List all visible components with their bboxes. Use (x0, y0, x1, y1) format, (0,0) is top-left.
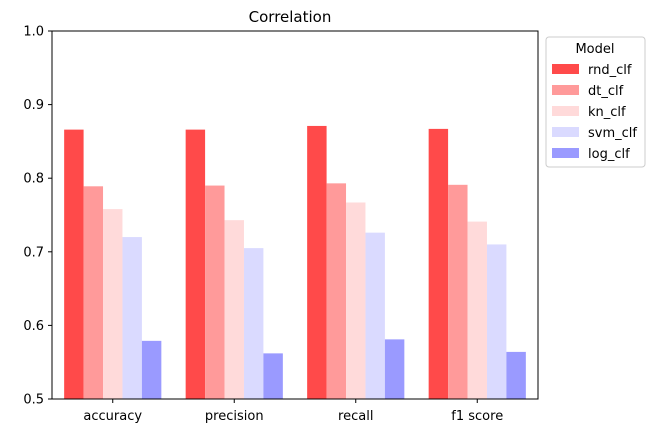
bar-kn_clf-f1-score (467, 221, 487, 399)
bar-svm_clf-recall (365, 232, 385, 399)
bar-log_clf-f1-score (506, 351, 526, 399)
legend-label-log_clf: log_clf (588, 147, 630, 162)
bar-rnd_clf-f1-score (428, 128, 449, 399)
bar-rnd_clf-accuracy (64, 129, 84, 399)
bar-log_clf-recall (384, 339, 405, 399)
chart-title: Correlation (249, 8, 332, 26)
bar-dt_clf-f1-score (448, 184, 468, 399)
plot-area-frame (51, 30, 539, 400)
x-tick-label: accuracy (83, 409, 142, 424)
legend-swatch-rnd_clf (552, 64, 579, 74)
y-tick-label: 0.6 (23, 319, 44, 334)
y-axis: 0.5 0.6 0.7 0.8 0.9 1.0 (23, 25, 52, 408)
x-tick-label: f1 score (451, 409, 503, 424)
legend-swatch-log_clf (552, 148, 579, 158)
y-tick-label: 0.7 (23, 245, 44, 260)
legend-title: Model (575, 42, 614, 57)
legend-swatch-svm_clf (552, 127, 579, 137)
y-tick-label: 0.8 (23, 172, 44, 187)
bar-kn_clf-accuracy (103, 209, 123, 399)
y-tick-label: 1.0 (23, 25, 44, 40)
bar-svm_clf-accuracy (122, 237, 142, 399)
legend-label-rnd_clf: rnd_clf (588, 63, 632, 78)
bar-dt_clf-recall (326, 183, 347, 399)
bar-dt_clf-accuracy (83, 186, 104, 399)
x-tick-label: precision (205, 409, 264, 424)
bar-log_clf-accuracy (141, 340, 162, 399)
y-tick-label: 0.9 (23, 98, 44, 113)
bar-rnd_clf-recall (307, 125, 327, 399)
x-tick-label: recall (338, 409, 373, 424)
bar-kn_clf-recall (346, 202, 366, 399)
bar-log_clf-precision (263, 353, 283, 399)
bar-kn_clf-precision (224, 220, 244, 399)
legend-label-kn_clf: kn_clf (588, 105, 626, 120)
x-axis: accuracy precision recall f1 score (83, 399, 503, 424)
bar-svm_clf-f1-score (486, 244, 507, 399)
legend: Model rnd_clf dt_clf kn_clf svm_clf log_clf (545, 36, 646, 168)
bars-layer (64, 125, 526, 399)
legend-label-dt_clf: dt_clf (588, 84, 624, 99)
legend-swatch-dt_clf (552, 85, 579, 95)
bar-dt_clf-precision (205, 185, 225, 399)
legend-label-svm_clf: svm_clf (588, 126, 637, 141)
y-tick-label: 0.5 (23, 393, 44, 408)
bar-svm_clf-precision (243, 248, 264, 399)
legend-swatch-kn_clf (552, 106, 579, 116)
bar-rnd_clf-precision (185, 129, 206, 399)
